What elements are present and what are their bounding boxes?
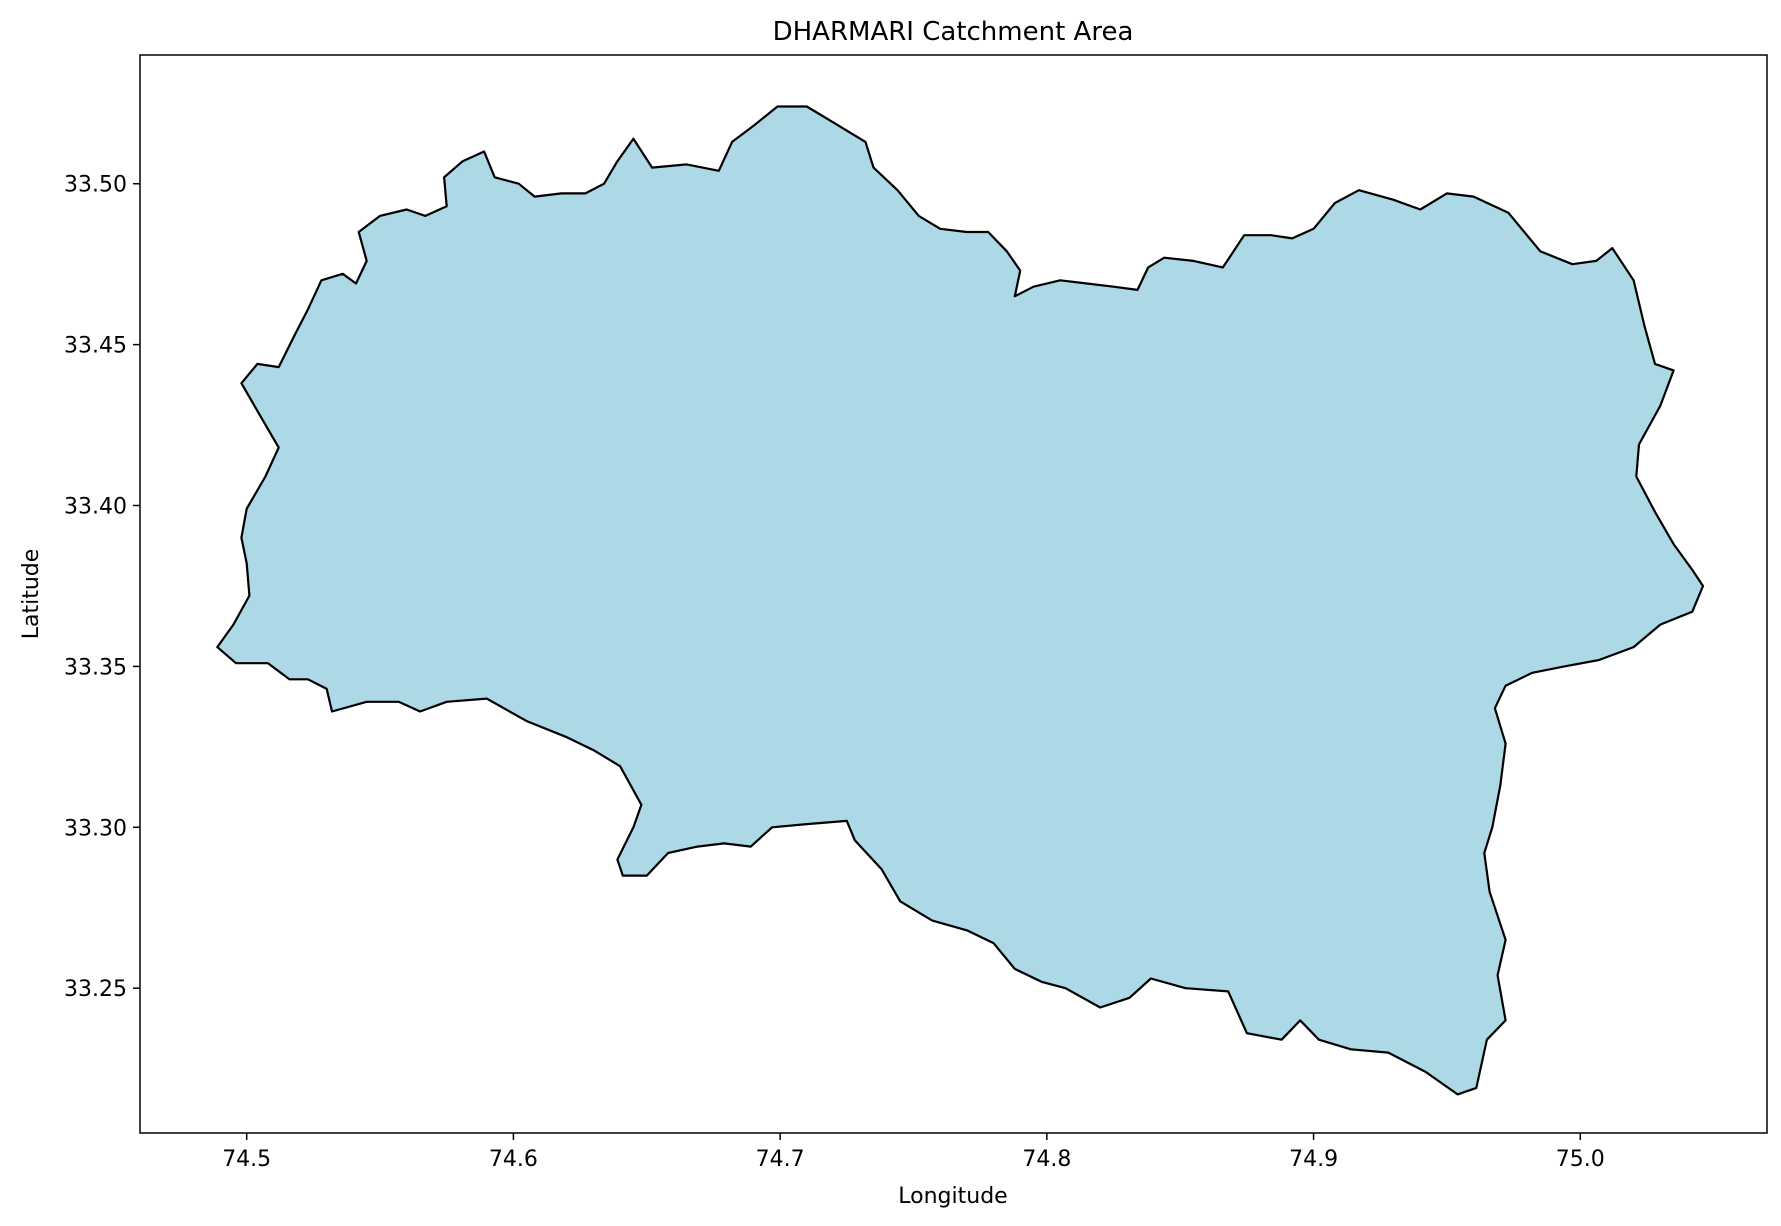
y-axis: 33.25 33.30 33.35 33.40 33.45 33.50 bbox=[64, 173, 140, 1002]
chart-title: DHARMARI Catchment Area bbox=[773, 17, 1134, 47]
x-tick-label: 74.6 bbox=[489, 1147, 538, 1172]
plot-frame bbox=[139, 54, 1768, 1134]
y-tick-label: 33.45 bbox=[64, 334, 127, 359]
y-tick-label: 33.50 bbox=[64, 173, 127, 198]
y-tick-label: 33.25 bbox=[64, 977, 127, 1002]
x-tick-label: 74.5 bbox=[222, 1147, 271, 1172]
x-axis-label: Longitude bbox=[898, 1184, 1007, 1209]
plot-area bbox=[139, 54, 1768, 1134]
x-axis: 74.5 74.6 74.7 74.8 74.9 75.0 bbox=[222, 1133, 1605, 1172]
x-tick-label: 75.0 bbox=[1556, 1147, 1605, 1172]
y-tick-label: 33.35 bbox=[64, 655, 127, 680]
catchment-area-polygon bbox=[216, 105, 1705, 1096]
x-tick-label: 74.8 bbox=[1022, 1147, 1071, 1172]
y-tick-label: 33.40 bbox=[64, 495, 127, 520]
x-tick-label: 74.9 bbox=[1289, 1147, 1338, 1172]
x-tick-label: 74.7 bbox=[756, 1147, 805, 1172]
y-tick-label: 33.30 bbox=[64, 816, 127, 841]
y-axis-label: Latitude bbox=[19, 549, 44, 640]
